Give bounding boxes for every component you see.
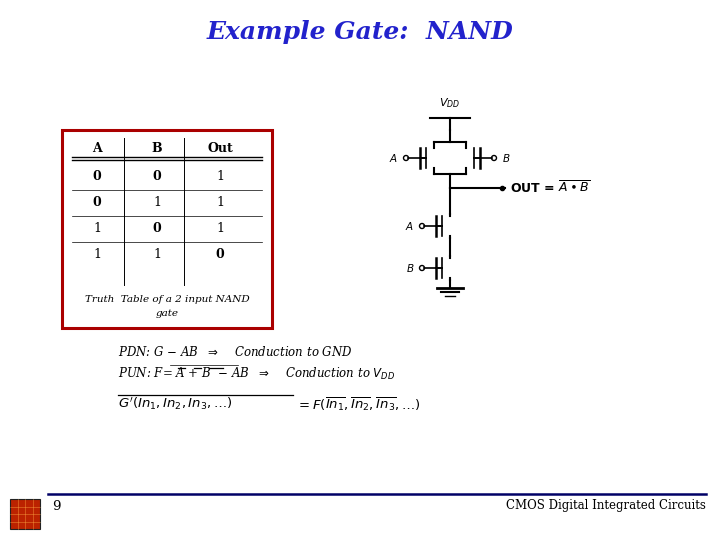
Text: $G'(In_1, In_2, In_3, \ldots)$: $G'(In_1, In_2, In_3, \ldots)$ [118, 396, 233, 413]
Text: 9: 9 [52, 500, 60, 512]
Text: $V_{DD}$: $V_{DD}$ [439, 96, 461, 110]
Text: $B$: $B$ [502, 152, 510, 164]
Text: $B$: $B$ [405, 262, 414, 274]
Text: 0: 0 [215, 248, 225, 261]
Text: 0: 0 [93, 171, 102, 184]
Text: 1: 1 [153, 197, 161, 210]
Text: 1: 1 [216, 222, 224, 235]
Bar [10, 499, 40, 529]
Text: OUT = $\overline{A \bullet B}$: OUT = $\overline{A \bullet B}$ [510, 180, 590, 196]
Text: A: A [92, 141, 102, 154]
Text: Truth  Table of a 2 input NAND: Truth Table of a 2 input NAND [85, 295, 249, 305]
Text: 0: 0 [153, 171, 161, 184]
Text: PDN: G $-$ AB  $\Rightarrow$    Conduction to GND: PDN: G $-$ AB $\Rightarrow$ Conduction t… [118, 345, 353, 359]
Text: 1: 1 [216, 197, 224, 210]
Text: B: B [152, 141, 162, 154]
Text: 1: 1 [153, 248, 161, 261]
Text: 1: 1 [93, 222, 101, 235]
Text: CMOS Digital Integrated Circuits: CMOS Digital Integrated Circuits [506, 500, 706, 512]
Text: $A$: $A$ [389, 152, 398, 164]
Text: PUN: F= A + B  $-$ AB  $\Rightarrow$    Conduction to $V_{DD}$: PUN: F= A + B $-$ AB $\Rightarrow$ Condu… [118, 366, 395, 382]
Text: 0: 0 [93, 197, 102, 210]
Text: 1: 1 [216, 171, 224, 184]
Text: gate: gate [156, 308, 179, 318]
Text: 0: 0 [153, 222, 161, 235]
Bar [62, 130, 272, 328]
Text: $= F(\overline{In_1}, \overline{In_2}, \overline{In_3}, \ldots)$: $= F(\overline{In_1}, \overline{In_2}, \… [296, 395, 420, 413]
Text: 1: 1 [93, 248, 101, 261]
Text: Example Gate:  NAND: Example Gate: NAND [207, 20, 513, 44]
Text: Out: Out [207, 141, 233, 154]
Text: $A$: $A$ [405, 220, 414, 232]
